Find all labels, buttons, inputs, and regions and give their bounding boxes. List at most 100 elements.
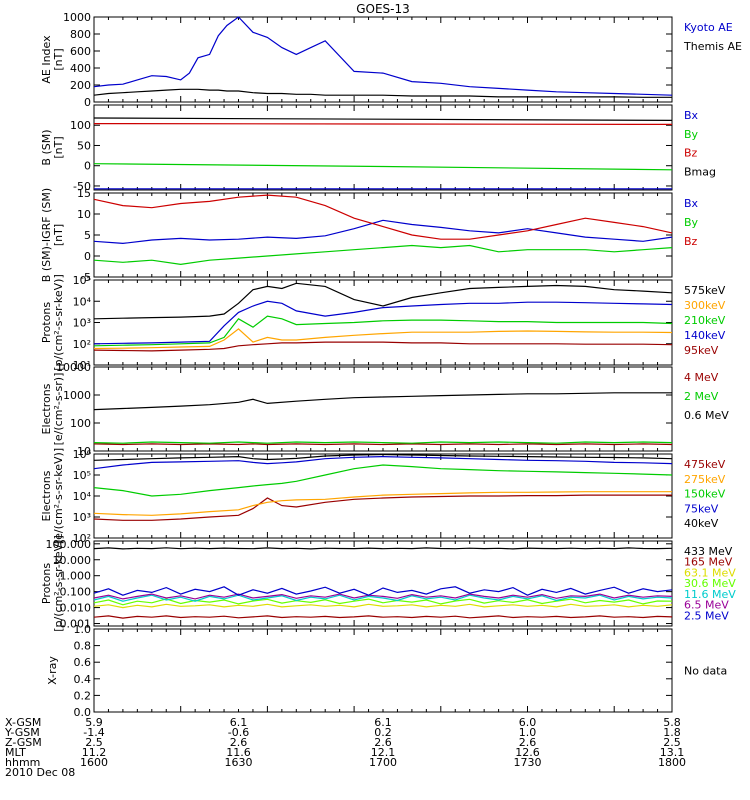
legend-entry: 95keV xyxy=(684,344,719,357)
orbit-value: 6.1 xyxy=(230,716,248,729)
y-tick-label: 10³ xyxy=(73,317,91,330)
panel-frame xyxy=(93,540,673,627)
orbit-value: 2.5 xyxy=(663,736,681,749)
series-line-bz xyxy=(93,194,673,240)
orbit-value: 2.6 xyxy=(374,736,392,749)
y-axis-label: Electrons xyxy=(40,383,53,434)
orbit-value: 6.0 xyxy=(519,716,537,729)
y-axis-label: AE Index xyxy=(40,35,53,84)
orbit-value: 6.1 xyxy=(374,716,392,729)
panel-3: -5 0 5 10 15 B (SM)-IGRF (SM) [nT] Bx By Bz xyxy=(40,187,699,284)
orbit-value: 2.5 xyxy=(85,736,103,749)
series-line-4-mev xyxy=(93,443,673,446)
legend-entry: Kyoto AE xyxy=(684,21,733,34)
y-tick-label: 10² xyxy=(73,338,91,351)
y-tick-label: 10⁶ xyxy=(73,448,92,461)
legend-entry: By xyxy=(684,128,699,141)
panel-4: 10¹ 10² 10³ 10⁴ 10⁵ Protons [p/(cm²-s-sr-keV)]… xyxy=(40,274,726,372)
legend-entry: Themis AE xyxy=(683,40,742,53)
legend-entry: 2 MeV xyxy=(684,390,719,403)
legend-entry: 150keV xyxy=(684,488,726,501)
legend-entry: 63.1 MeV xyxy=(684,566,736,579)
orbit-value: 5.9 xyxy=(85,716,103,729)
orbit-table: X-GSM 5.9 6.1 6.1 6.0 5.8 Y-GSM -1.4 -0.6 0.2 1.0 1… xyxy=(4,716,686,769)
y-tick-label: -50 xyxy=(73,180,91,193)
y-tick-label: 0.2 xyxy=(74,689,92,702)
y-axis-label: [e/(cm²-s-sr)] xyxy=(52,373,65,446)
y-tick-label: 10¹ xyxy=(73,359,91,372)
y-tick-label: 200 xyxy=(70,79,91,92)
y-axis-label: [nT] xyxy=(52,136,65,158)
y-tick-label: 10 xyxy=(77,445,91,458)
panel-frame xyxy=(93,366,673,452)
y-tick-label: 10² xyxy=(73,532,91,545)
y-axis-label: X-ray xyxy=(46,656,59,685)
legend-entry: Bx xyxy=(684,197,699,210)
y-tick-label: 10⁵ xyxy=(73,274,91,287)
panel-2: -50 0 50 100 B (SM) [nT] Bx By Bz Bmag xyxy=(40,104,716,193)
legend-entry: 4 MeV xyxy=(684,371,719,384)
y-tick-label: 1000 xyxy=(63,389,91,402)
series-line-bmag xyxy=(93,117,673,121)
y-tick-label: 50 xyxy=(77,139,91,152)
panel-frame xyxy=(93,453,673,539)
y-tick-label: 1.000 xyxy=(60,570,92,583)
y-axis-label: [p/(cm²-s-sr-keV)] xyxy=(52,535,65,632)
series-line-by xyxy=(93,244,673,266)
series-line-2-mev xyxy=(93,441,673,444)
panel-frame xyxy=(93,628,673,713)
y-tick-label: 0 xyxy=(84,96,91,109)
y-tick-label: 600 xyxy=(70,45,91,58)
orbit-value: 1730 xyxy=(514,756,542,769)
orbit-value: 13.1 xyxy=(660,746,685,759)
y-tick-label: 5 xyxy=(84,229,91,242)
y-tick-label: 0.001 xyxy=(60,618,92,631)
series-line-165-mev xyxy=(93,615,673,619)
orbit-row-label: Y-GSM xyxy=(4,726,40,739)
orbit-value: 1.8 xyxy=(663,726,681,739)
orbit-value: 1600 xyxy=(80,756,108,769)
y-tick-label: 0 xyxy=(84,250,91,263)
orbit-value: 2.6 xyxy=(230,736,248,749)
legend-entry: 433 MeV xyxy=(684,545,733,558)
orbit-value: 1800 xyxy=(658,756,686,769)
series-line-11-6-mev xyxy=(93,594,673,602)
series-line-75kev xyxy=(93,455,673,470)
series-line-themis-ae xyxy=(93,88,672,98)
y-tick-label: 0.010 xyxy=(60,602,92,615)
y-axis-label: [e/(cm²-s-sr-keV)] xyxy=(52,448,65,544)
orbit-row-label: hhmm xyxy=(5,756,40,769)
orbit-value: 0.2 xyxy=(374,726,392,739)
y-tick-label: 800 xyxy=(70,28,91,41)
panel-7: 0.001 0.010 0.100 1.000 10.000 100.000 Protons… xyxy=(40,535,736,632)
legend-entry: Bz xyxy=(684,147,698,160)
series-line-30-6-mev xyxy=(93,598,673,606)
y-tick-label: 10⁴ xyxy=(73,490,92,503)
series-line-140kev xyxy=(93,300,673,345)
series-line-0-6-mev xyxy=(93,392,672,411)
y-tick-label: 1.0 xyxy=(74,623,92,636)
y-axis-label: Electrons xyxy=(40,470,53,521)
orbit-value: -1.4 xyxy=(83,726,104,739)
y-tick-label: 10³ xyxy=(73,511,91,524)
series-line-150kev xyxy=(93,464,673,497)
legend-entry: Bmag xyxy=(684,165,716,178)
orbit-value: 1700 xyxy=(369,756,397,769)
y-axis-label: B (SM)-IGRF (SM) xyxy=(40,188,53,282)
y-tick-label: 1000 xyxy=(63,11,91,24)
legend-entry: 30.6 MeV xyxy=(684,577,736,590)
legend-entry: 6.5 MeV xyxy=(684,599,729,612)
series-line-210kev xyxy=(93,315,673,347)
y-tick-label: 15 xyxy=(77,187,91,200)
y-tick-label: 10000 xyxy=(56,361,91,374)
legend-entry: 2.5 MeV xyxy=(684,609,729,622)
y-axis-label: Protons xyxy=(40,302,53,343)
series-line-433-mev xyxy=(93,547,673,550)
y-tick-label: 0.4 xyxy=(74,673,92,686)
y-axis-label: [nT] xyxy=(52,224,65,246)
y-tick-label: 100 xyxy=(70,119,91,132)
orbit-row-label: Z-GSM xyxy=(5,736,42,749)
y-axis-label: Protons xyxy=(40,563,53,604)
